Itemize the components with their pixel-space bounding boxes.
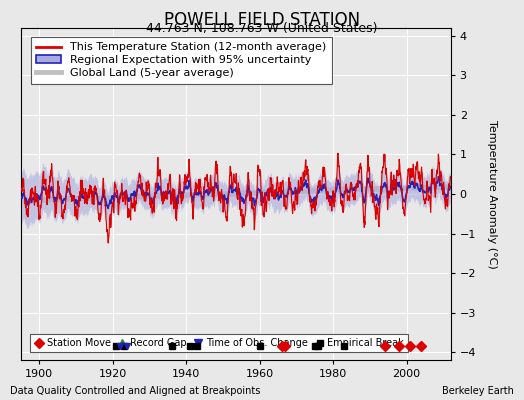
Legend: Station Move, Record Gap, Time of Obs. Change, Empirical Break: Station Move, Record Gap, Time of Obs. C… bbox=[30, 334, 408, 352]
Text: Berkeley Earth: Berkeley Earth bbox=[442, 386, 514, 396]
Y-axis label: Temperature Anomaly (°C): Temperature Anomaly (°C) bbox=[487, 120, 497, 268]
Text: Data Quality Controlled and Aligned at Breakpoints: Data Quality Controlled and Aligned at B… bbox=[10, 386, 261, 396]
Text: POWELL FIELD STATION: POWELL FIELD STATION bbox=[164, 11, 360, 29]
Text: 44.763 N, 108.763 W (United States): 44.763 N, 108.763 W (United States) bbox=[146, 22, 378, 35]
